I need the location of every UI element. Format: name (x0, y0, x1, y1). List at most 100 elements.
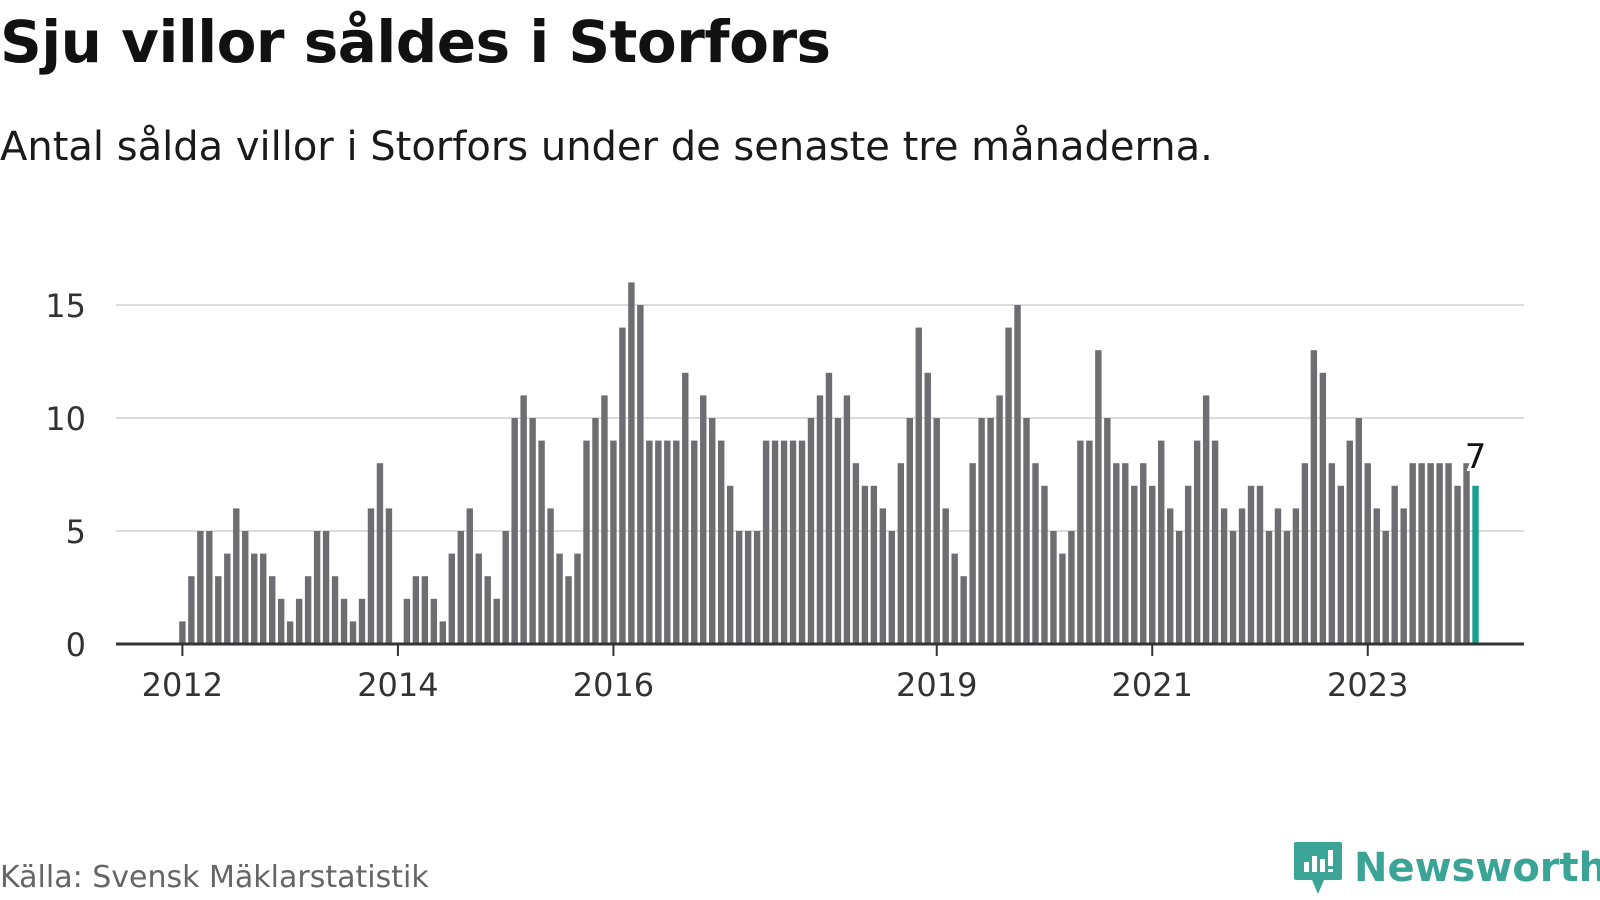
bar (969, 463, 976, 644)
bar (942, 508, 949, 644)
bar (1256, 485, 1264, 644)
bar (1041, 485, 1048, 644)
bar (852, 463, 860, 644)
bar (1409, 463, 1416, 644)
bar (843, 395, 851, 644)
bar (682, 372, 689, 644)
x-axis-ticks: 2012 2014 2016 2019 2021 2023 (142, 644, 1408, 704)
bar (664, 440, 671, 644)
bar (933, 418, 940, 644)
bar (215, 576, 222, 644)
bar (179, 621, 186, 644)
bar (1014, 305, 1021, 644)
bar (1229, 531, 1237, 644)
bar (340, 598, 348, 644)
bar (1131, 485, 1138, 644)
bar (762, 440, 770, 644)
bar (601, 395, 608, 644)
bar (349, 621, 357, 644)
bar (960, 576, 967, 644)
x-tick-label: 2014 (357, 666, 438, 704)
bar (1301, 463, 1309, 644)
bar (726, 485, 734, 644)
bar (421, 576, 429, 644)
bar (277, 598, 285, 644)
bar (673, 440, 680, 644)
bar (484, 576, 491, 644)
brand-name: Newsworthy (1354, 845, 1600, 891)
bar (592, 418, 599, 644)
bar (1310, 350, 1318, 644)
y-tick-label: 15 (45, 287, 86, 325)
bar (1175, 531, 1183, 644)
bar (915, 327, 922, 644)
bar (1050, 531, 1057, 644)
bar (206, 531, 213, 644)
bar (242, 531, 249, 644)
bar (897, 463, 904, 644)
bar (304, 576, 312, 644)
bar (709, 418, 716, 644)
bar (251, 553, 258, 644)
bar (1167, 508, 1174, 644)
bar (547, 508, 554, 644)
bar (493, 598, 500, 644)
bar (1238, 508, 1246, 644)
bar (1095, 350, 1102, 644)
bar (1283, 531, 1291, 644)
bar (367, 508, 375, 644)
bar (888, 531, 896, 644)
bar (798, 440, 806, 644)
bar (753, 531, 761, 644)
x-tick-label: 2019 (896, 666, 977, 704)
bar (1005, 327, 1012, 644)
bar (1328, 463, 1336, 644)
bar (1418, 463, 1425, 644)
bar (466, 508, 473, 644)
bar (1211, 440, 1219, 644)
bar (789, 440, 797, 644)
bar (188, 576, 195, 644)
bar (260, 553, 267, 644)
bar (583, 440, 590, 644)
bar (637, 305, 644, 644)
bar (385, 508, 393, 644)
bar (233, 508, 240, 644)
bar (269, 576, 276, 644)
bar (700, 395, 707, 644)
bar (1400, 508, 1407, 644)
bar (448, 553, 455, 644)
bar (1265, 531, 1273, 644)
bar (834, 418, 842, 644)
bar (951, 553, 958, 644)
bar (1086, 440, 1093, 644)
bar (1077, 440, 1084, 644)
bar (1391, 485, 1398, 644)
bar (1346, 440, 1353, 644)
bar (691, 440, 698, 644)
bar (403, 598, 411, 644)
bar (861, 485, 869, 644)
bar (1364, 463, 1371, 644)
bar (1068, 531, 1075, 644)
bar (574, 553, 581, 644)
bar (1463, 463, 1470, 644)
bar (1292, 508, 1300, 644)
y-axis-ticks: 0 5 10 15 (45, 287, 86, 664)
x-tick-label: 2016 (573, 666, 654, 704)
bar (1355, 418, 1362, 644)
bar (1445, 463, 1452, 644)
bar (322, 531, 330, 644)
bar (906, 418, 913, 644)
bar (556, 553, 563, 644)
chart-title: Sju villor såldes i Storfors (0, 8, 831, 76)
bar (376, 463, 384, 644)
bar (655, 440, 662, 644)
bar (1202, 395, 1210, 644)
bar (610, 440, 617, 644)
source-note: Källa: Svensk Mäklarstatistik (0, 860, 429, 895)
bar (475, 553, 482, 644)
bar (987, 418, 994, 644)
data-labels: 7 (1462, 434, 1490, 480)
bar (565, 576, 572, 644)
